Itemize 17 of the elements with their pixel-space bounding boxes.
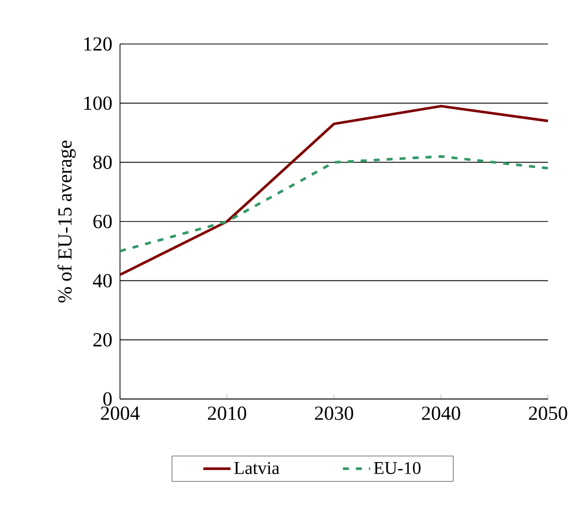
x-tick-label: 2004 <box>100 406 140 420</box>
y-tick-label: 60 <box>93 214 112 228</box>
y-axis-title: % of EU-15 average <box>57 140 76 302</box>
y-tick-label: 80 <box>93 156 112 170</box>
x-tick-label: 2040 <box>422 406 460 420</box>
y-tick-label: 20 <box>93 333 112 347</box>
x-tick-label: 2030 <box>314 406 354 420</box>
legend-label: EU-10 <box>374 462 421 474</box>
x-tick-label: 2010 <box>208 406 246 420</box>
line-series <box>118 104 550 276</box>
line-series <box>118 155 550 252</box>
x-tick-label: 2050 <box>528 406 568 420</box>
y-tick-label: 100 <box>84 96 112 110</box>
y-tick-label: 120 <box>84 37 112 51</box>
y-tick-label: 0 <box>103 392 112 406</box>
legend-label: Latvia <box>234 462 280 474</box>
y-tick-label: 40 <box>92 274 112 288</box>
